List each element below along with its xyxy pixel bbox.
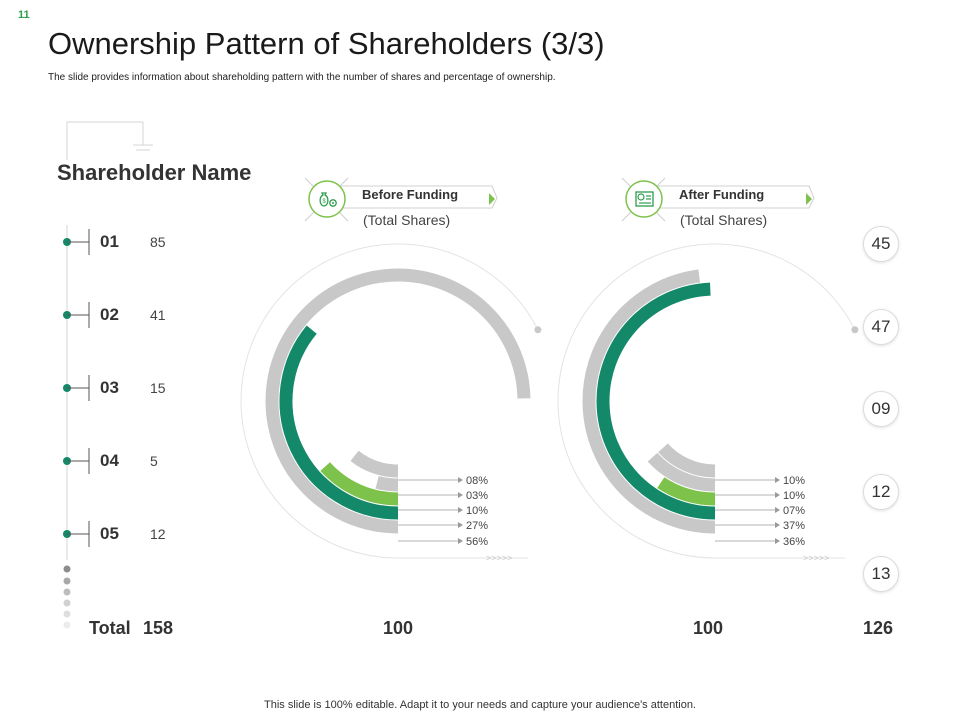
radial-bar: [647, 452, 716, 492]
outer-ring-end-dot: [851, 326, 859, 334]
radial-bar: [265, 268, 531, 534]
arrow-head: [458, 492, 463, 498]
before-funding-label: Before Funding: [362, 187, 459, 202]
footer-note: This slide is 100% editable. Adapt it to…: [264, 699, 696, 711]
arrow-head: [458, 538, 463, 544]
percent-label: 10%: [466, 505, 488, 517]
before-shares-value: 12: [150, 526, 166, 542]
shareholder-id: 02: [100, 305, 119, 324]
arrow-head: [458, 507, 463, 513]
arrow-head: [775, 477, 780, 483]
radial-bar: [596, 282, 716, 520]
percent-label: 36%: [783, 536, 805, 548]
percent-label: 03%: [466, 490, 488, 502]
dollar-certificate-icon: [635, 191, 654, 207]
arrow-head: [775, 492, 780, 498]
arrow-head: [775, 538, 780, 544]
before-shares-value: 41: [150, 307, 166, 323]
chevron-decoration: >>>>>: [803, 553, 829, 563]
before-shares-value: 15: [150, 380, 166, 396]
percent-label: 56%: [466, 536, 488, 548]
page-subtitle: The slide provides information about sha…: [48, 72, 556, 83]
arrow-head: [775, 522, 780, 528]
arrow-head: [458, 522, 463, 528]
total-before-percent: 100: [382, 618, 414, 638]
before-shares-value: 5: [150, 453, 158, 469]
outer-guide-ring: [557, 243, 856, 559]
after-shares-value: 45: [863, 226, 899, 262]
shareholder-id: 04: [100, 451, 119, 470]
radial-bar: [320, 462, 399, 506]
total-before-shares: 158: [143, 618, 174, 638]
page-title: Ownership Pattern of Shareholders (3/3): [48, 26, 605, 61]
percent-label: 37%: [783, 520, 805, 532]
radial-bar: [350, 450, 399, 478]
percent-label: 10%: [783, 490, 805, 502]
shareholder-id: 01: [100, 232, 119, 251]
radial-bar: [582, 269, 716, 534]
total-label: Total: [89, 618, 131, 638]
percent-label: 27%: [466, 520, 488, 532]
arrow-head: [458, 477, 463, 483]
radial-bar: [657, 477, 716, 506]
after-funding-label: After Funding: [679, 187, 765, 202]
after-shares-value: 09: [863, 391, 899, 427]
after-shares-value: 13: [863, 556, 899, 592]
percent-label: 10%: [783, 475, 805, 487]
total-after-percent: 100: [692, 618, 724, 638]
slide-number: 11: [18, 9, 30, 21]
after-shares-value: 12: [863, 474, 899, 510]
chevron-decoration: >>>>>: [486, 553, 512, 563]
outer-guide-ring: [240, 243, 539, 559]
shareholder-id: 03: [100, 378, 119, 397]
money-bag-gear-icon: $: [319, 192, 337, 207]
after-shares-value: 47: [863, 309, 899, 345]
shareholder-name-heading: Shareholder Name: [57, 160, 252, 185]
percent-label: 07%: [783, 505, 805, 517]
outer-ring-end-dot: [534, 326, 542, 334]
before-total-shares-label: (Total Shares): [363, 212, 451, 228]
arrow-head: [775, 507, 780, 513]
shareholder-id: 05: [100, 524, 119, 543]
radial-bar: [658, 443, 716, 478]
before-shares-value: 85: [150, 234, 166, 250]
radial-bar: [279, 325, 399, 520]
svg-text:$: $: [322, 199, 326, 205]
after-total-shares-label: (Total Shares): [680, 212, 768, 228]
radial-bar: [375, 476, 399, 492]
total-after-shares: 126: [862, 618, 894, 638]
percent-label: 08%: [466, 475, 488, 487]
